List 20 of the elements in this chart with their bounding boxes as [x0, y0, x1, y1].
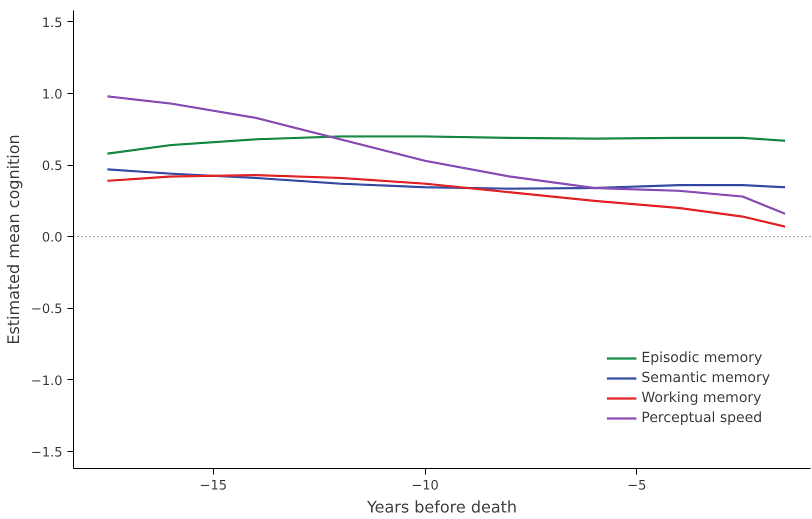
legend-label: Semantic memory	[641, 370, 770, 386]
line-series	[106, 174, 786, 228]
legend-label: Perceptual speed	[641, 410, 762, 426]
x-tick-label: −15	[200, 478, 227, 494]
y-tick-label: −1.5	[30, 445, 63, 460]
x-tick-label: −5	[627, 478, 646, 494]
line-series	[106, 95, 786, 215]
y-axis-title: Estimated mean cognition	[4, 134, 23, 345]
legend-label: Episodic memory	[641, 350, 762, 366]
y-tick-label: 1.0	[42, 88, 63, 103]
y-tick-label: −1.0	[30, 374, 63, 389]
line-series	[106, 135, 786, 155]
line-series	[106, 168, 786, 190]
legend-label: Working memory	[641, 390, 762, 406]
x-axis-title: Years before death	[366, 498, 518, 516]
y-tick-label: −0.5	[30, 302, 63, 318]
y-tick-label: 1.5	[42, 16, 63, 31]
y-tick-label: 0.0	[42, 230, 63, 246]
y-tick-label: 0.5	[42, 159, 63, 174]
x-tick-label: −10	[411, 478, 439, 494]
